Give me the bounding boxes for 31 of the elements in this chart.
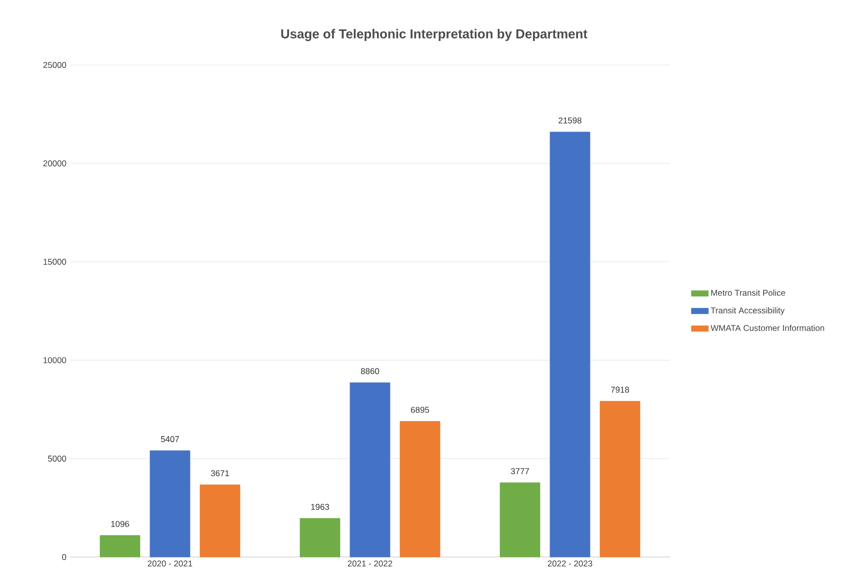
legend-label: WMATA Customer Information xyxy=(710,324,824,331)
y-tick-label: 25000 xyxy=(43,62,66,68)
data-label: 8860 xyxy=(360,368,380,374)
bar xyxy=(600,400,640,558)
data-label: 7918 xyxy=(611,386,630,393)
x-tick-label: 2020 - 2021 xyxy=(148,560,192,567)
bar xyxy=(300,518,340,558)
bar xyxy=(500,482,540,558)
bar xyxy=(150,450,190,558)
data-label: 5407 xyxy=(160,436,179,442)
data-label: 1963 xyxy=(311,504,330,510)
y-tick-label: 20000 xyxy=(43,160,66,166)
bar xyxy=(550,132,590,558)
bar xyxy=(200,484,240,558)
data-label: 3777 xyxy=(510,468,529,474)
data-label: 21598 xyxy=(558,117,582,124)
legend-label: Metro Transit Police xyxy=(711,290,786,296)
legend-label: Transit Accessibility xyxy=(710,307,785,316)
bar xyxy=(350,382,390,558)
y-tick-label: 0 xyxy=(62,554,66,560)
x-tick-label: 2021 - 2022 xyxy=(348,560,392,567)
bar xyxy=(400,421,440,558)
chart-title: Usage of Telephonic Interpretation by Department xyxy=(281,28,588,42)
y-tick-label: 15000 xyxy=(44,258,66,265)
y-tick-label: 10000 xyxy=(44,357,66,364)
y-tick-label: 5000 xyxy=(48,456,66,462)
data-label: 3671 xyxy=(210,470,230,476)
data-label: 1096 xyxy=(111,520,130,527)
data-label: 6895 xyxy=(411,406,430,413)
bar xyxy=(100,535,140,558)
x-tick-label: 2022 - 2023 xyxy=(548,560,592,567)
